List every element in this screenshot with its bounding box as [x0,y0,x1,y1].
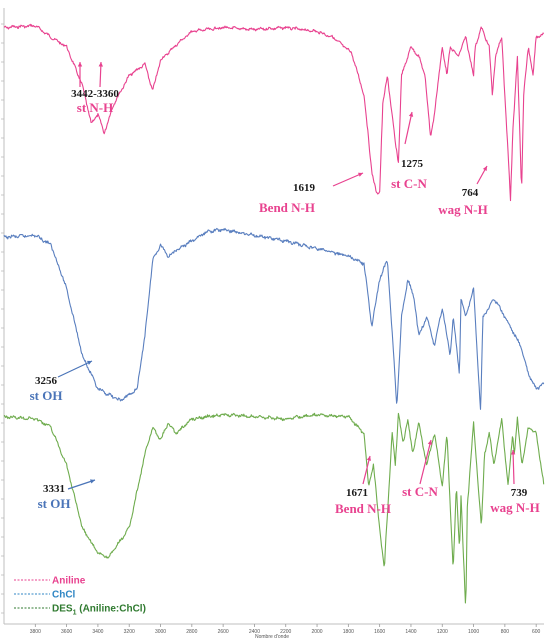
annotation-wavenumber: 1619 [293,182,316,194]
legend-label: ChCl [52,590,76,601]
annotation-mode: st OH [30,388,63,403]
annotation-arrow [512,449,515,485]
annotation-wavenumber: 3256 [35,375,58,387]
annotation-arrow [332,172,364,187]
peak-annotation: st C-N [402,439,438,499]
annotation-arrowhead [511,450,516,455]
annotation-mode: Bend N-H [259,200,315,215]
annotation-mode: wag N-H [438,202,487,217]
peak-annotation: 1275 st C-N [391,111,427,191]
legend-item: DES1 (Aniline:ChCl) [14,604,146,617]
x-tick-label: 3600 [61,629,72,635]
series-line-3 [3,412,545,604]
x-tick-label: 1400 [405,629,416,635]
x-tick-label: 2200 [280,629,291,635]
x-tick-label: 2400 [249,629,260,635]
legend-label: Aniline [52,576,86,587]
annotation-wavenumber: 3442-3360 [71,88,119,100]
x-tick-label: 600 [532,629,541,635]
legend: Aniline ChCl DES1 (Aniline:ChCl) [14,576,146,617]
annotation-mode: wag N-H [490,500,539,515]
annotation-wavenumber: 764 [462,187,479,199]
annotation-arrowhead [408,112,414,117]
annotation-arrow [362,455,371,485]
annotation-mode: st OH [38,496,71,511]
annotation-arrowhead [90,479,95,484]
x-tick-label: 3800 [30,629,41,635]
x-tick-label: 800 [501,629,510,635]
annotation-arrow [67,479,96,490]
annotation-arrow [57,360,93,378]
annotation-wavenumber: 1671 [346,487,368,499]
annotation-mode: st C-N [391,176,427,191]
x-tick-label: 1800 [343,629,354,635]
annotation-wavenumber: 739 [511,487,528,499]
legend-label: DES1 (Aniline:ChCl) [52,604,146,617]
x-tick-label: 3200 [124,629,135,635]
annotation-arrow [419,439,432,485]
annotation-wavenumber: 1275 [401,158,424,170]
legend-item: Aniline [14,576,86,587]
x-axis-ticks: 3800 3600 3400 3200 3000 2800 2600 2400 2200 2000… [30,624,541,635]
peak-annotation: 1671 Bend N-H [335,455,391,516]
annotation-arrowhead [77,62,83,67]
x-tick-label: 1600 [374,629,385,635]
legend-item: ChCl [14,590,76,601]
y-axis-ticks [1,23,4,614]
annotation-mode: st C-N [402,484,438,499]
annotation-arrowhead [98,62,103,67]
x-tick-label: 2800 [186,629,197,635]
annotation-wavenumber: 3331 [43,483,65,495]
x-tick-label: 3000 [155,629,166,635]
annotation-arrowhead [87,360,92,365]
x-tick-label: 1200 [437,629,448,635]
peak-annotation: 1619 Bend N-H [259,172,364,215]
series-line-1 [3,23,545,202]
x-tick-label: 2600 [218,629,229,635]
x-tick-label: 1000 [468,629,479,635]
x-axis-label: Nombre d'onde [255,634,289,640]
annotation-mode: st N-H [77,100,113,115]
annotation-arrowhead [358,172,363,177]
peak-annotation: 764 wag N-H [438,165,488,217]
series-layer [3,23,545,604]
annotation-arrowhead [366,456,371,461]
x-tick-label: 3400 [92,629,103,635]
annotation-arrowhead [482,166,487,171]
annotation-arrowhead [427,440,432,445]
plot-frame [3,8,544,625]
x-tick-label: 2000 [311,629,322,635]
annotation-arrow [404,111,413,145]
series-line-2 [3,227,545,410]
annotation-mode: Bend N-H [335,501,391,516]
